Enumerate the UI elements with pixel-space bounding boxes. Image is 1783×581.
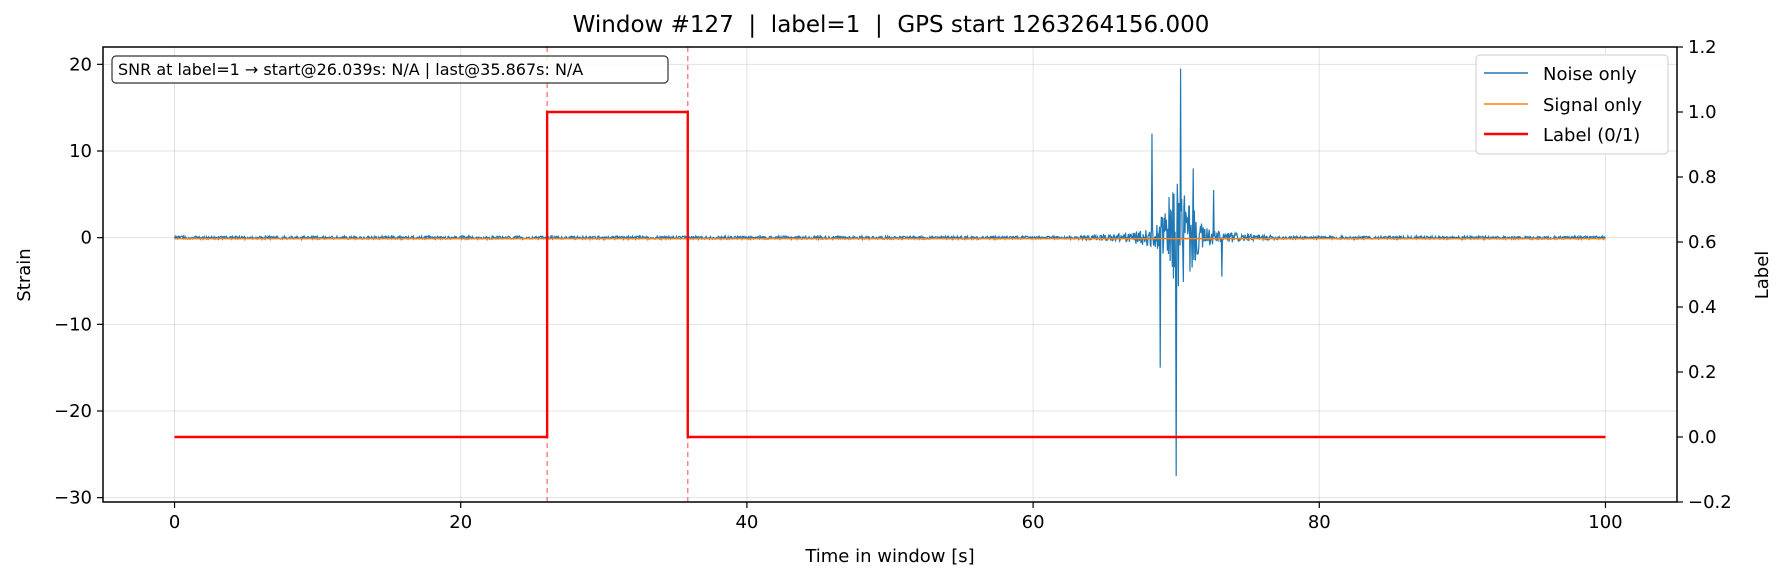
legend-label-label: Label (0/1) (1543, 125, 1640, 146)
snr-annotation: SNR at label=1 → start@26.039s: N/A | la… (111, 55, 669, 84)
y-tick-label: 10 (69, 141, 92, 162)
x-tick-label: 60 (1022, 512, 1045, 533)
x-tick-label: 0 (169, 512, 180, 533)
plot-series (173, 68, 1606, 477)
y2-axis-ticks: 1.2 1.0 0.8 0.6 0.4 0.2 0.0 −0.2 (1677, 37, 1732, 513)
y-tick-label: −30 (54, 488, 92, 509)
x-axis-ticks: 0 20 40 60 80 100 (169, 502, 1623, 533)
x-axis-label: Time in window [s] (804, 546, 974, 567)
y-tick-label: 0 (81, 228, 92, 249)
x-tick-label: 20 (449, 512, 472, 533)
label-step-line (174, 110, 1606, 439)
y-axis-label: Strain (14, 248, 35, 301)
legend-label-noise: Noise only (1543, 64, 1637, 85)
x-tick-label: 100 (1588, 512, 1622, 533)
annotation-text: SNR at label=1 → start@26.039s: N/A | la… (118, 60, 583, 79)
x-tick-label: 40 (735, 512, 758, 533)
y2-tick-label: 0.2 (1688, 362, 1717, 383)
legend-label-signal: Signal only (1543, 95, 1642, 116)
plot-frame (102, 46, 1678, 503)
chart-title: Window #127 | label=1 | GPS start 126326… (573, 12, 1210, 38)
legend-box (1475, 54, 1669, 155)
y2-axis-label: Label (1752, 251, 1773, 300)
legend: Noise only Signal only Label (0/1) (1475, 54, 1669, 155)
y-tick-label: 20 (69, 54, 92, 75)
x-tick-label: 80 (1308, 512, 1331, 533)
y2-tick-label: −0.2 (1688, 492, 1732, 513)
y2-tick-label: 0.0 (1688, 427, 1717, 448)
y2-tick-label: 1.2 (1688, 37, 1717, 58)
y-tick-label: −10 (54, 314, 92, 335)
y2-tick-label: 0.6 (1688, 232, 1717, 253)
y2-tick-label: 1.0 (1688, 102, 1717, 123)
y-axis-ticks: 20 10 0 −10 −20 −30 (54, 54, 103, 509)
y2-tick-label: 0.8 (1688, 167, 1717, 188)
annotation-box (111, 55, 669, 84)
grid (103, 47, 1677, 502)
y-tick-label: −20 (54, 401, 92, 422)
y2-tick-label: 0.4 (1688, 297, 1717, 318)
